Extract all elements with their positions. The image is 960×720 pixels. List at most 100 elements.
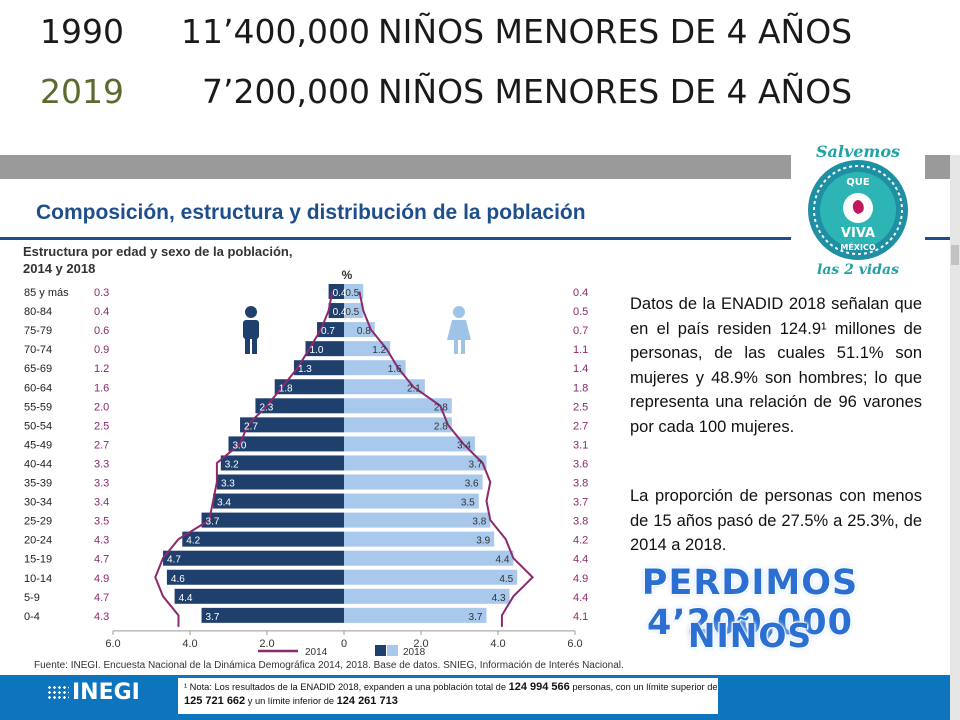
legend-swatch-dark xyxy=(375,645,386,656)
bar-men-2018 xyxy=(228,436,344,452)
value-women-2014: 3.7 xyxy=(573,497,588,509)
value-men-2014: 4.9 xyxy=(94,573,109,585)
woman-icon xyxy=(447,306,471,354)
value-label-men-2018: 0.7 xyxy=(321,326,335,337)
value-label-women-2018: 0.5 xyxy=(345,288,359,299)
value-women-2014: 4.9 xyxy=(573,573,588,585)
line-men-2014 xyxy=(154,291,334,627)
logo-emblem: QUE VIVA MÉXICO xyxy=(808,160,908,260)
inegi-logo: INEGI xyxy=(47,680,140,705)
legend-label-2014: 2014 xyxy=(305,647,328,658)
bar-men-2018 xyxy=(293,360,344,376)
value-label-women-2018: 0.8 xyxy=(357,326,371,337)
bar-men-2018 xyxy=(305,341,344,357)
title-divider xyxy=(0,237,950,240)
man-icon xyxy=(243,306,259,354)
value-label-men-2018: 1.0 xyxy=(310,345,324,356)
value-men-2014: 4.3 xyxy=(94,611,109,623)
logo-que: QUE xyxy=(846,177,870,188)
age-group-label: 70-74 xyxy=(24,344,52,356)
value-men-2014: 2.7 xyxy=(94,439,109,451)
age-group-label: 5-9 xyxy=(24,592,40,604)
bar-men-2018 xyxy=(163,550,344,566)
headline-line-1: PERDIMOS 4’200,000 xyxy=(641,563,859,643)
inegi-brand: INEGI xyxy=(72,680,140,705)
value-women-2014: 4.1 xyxy=(573,611,588,623)
bar-men-2018 xyxy=(255,398,344,414)
scrollbar-track[interactable] xyxy=(950,155,960,720)
note-mid: y un límite inferior de xyxy=(247,696,335,706)
value-men-2014: 4.7 xyxy=(94,592,109,604)
logo-bottom-text: las 2 vidas xyxy=(817,262,899,278)
bar-men-2018 xyxy=(166,569,344,585)
value-label-women-2018: 3.6 xyxy=(465,479,479,490)
value-label-men-2018: 3.3 xyxy=(221,479,235,490)
header-number: 7’200,000 xyxy=(202,72,370,111)
value-men-2014: 2.0 xyxy=(94,401,109,413)
age-group-label: 25-29 xyxy=(24,516,52,528)
x-tick-label: 2.0 xyxy=(413,638,428,650)
age-group-label: 65-69 xyxy=(24,363,52,375)
value-label-men-2018: 4.6 xyxy=(171,574,185,585)
legend-swatch-light xyxy=(387,645,398,656)
value-women-2014: 4.4 xyxy=(573,554,588,566)
bar-men-2018 xyxy=(274,379,344,395)
value-men-2014: 4.7 xyxy=(94,554,109,566)
value-men-2014: 3.3 xyxy=(94,478,109,490)
logo-mexico: MÉXICO xyxy=(840,241,875,252)
bar-men-2018 xyxy=(328,303,344,319)
bar-women-2018 xyxy=(344,360,406,376)
value-women-2014: 4.2 xyxy=(573,535,588,547)
value-label-women-2018: 3.9 xyxy=(476,536,490,547)
age-group-label: 30-34 xyxy=(24,497,52,509)
value-label-men-2018: 3.7 xyxy=(206,612,220,623)
value-women-2014: 3.6 xyxy=(573,458,588,470)
value-women-2014: 0.5 xyxy=(573,306,588,318)
value-label-men-2018: 2.7 xyxy=(244,421,258,432)
age-group-label: 85 y más xyxy=(24,287,69,299)
header-year: 1990 xyxy=(40,12,124,51)
source-note: Fuente: INEGI. Encuesta Nacional de la D… xyxy=(34,660,624,671)
value-label-men-2018: 4.7 xyxy=(167,555,181,566)
value-women-2014: 0.7 xyxy=(573,325,588,337)
value-women-2014: 2.7 xyxy=(573,420,588,432)
value-women-2014: 1.8 xyxy=(573,382,588,394)
note-line-1: ¹ Nota: Los resultados de la ENADID 2018… xyxy=(184,682,506,692)
bar-women-2018 xyxy=(344,436,475,452)
value-label-women-2018: 2.1 xyxy=(407,383,421,394)
value-label-men-2018: 2.3 xyxy=(259,402,273,413)
value-label-men-2018: 0.4 xyxy=(333,307,347,318)
header-text: NIÑOS MENORES DE 4 AÑOS xyxy=(378,12,853,51)
bar-women-2018 xyxy=(344,341,391,357)
value-label-women-2018: 4.4 xyxy=(495,555,509,566)
value-label-men-2018: 3.2 xyxy=(225,459,239,470)
enadid-paragraph: Datos de la ENADID 2018 señalan que en e… xyxy=(630,295,922,436)
bar-men-2018 xyxy=(201,607,344,623)
age-group-label: 60-64 xyxy=(24,382,52,394)
value-label-women-2018: 3.8 xyxy=(472,517,486,528)
value-women-2014: 0.4 xyxy=(573,287,588,299)
legend-label-2018: 2018 xyxy=(403,647,426,658)
inegi-dots-icon xyxy=(47,685,69,701)
value-label-women-2018: 1.6 xyxy=(388,364,402,375)
footnote-box: ¹ Nota: Los resultados de la ENADID 2018… xyxy=(178,678,718,714)
bar-women-2018 xyxy=(344,303,364,319)
inegi-footer: INEGI ¹ Nota: Los resultados de la ENADI… xyxy=(0,675,950,720)
value-label-women-2018: 0.5 xyxy=(345,307,359,318)
bar-women-2018 xyxy=(344,417,452,433)
bar-men-2018 xyxy=(182,531,344,547)
age-group-label: 45-49 xyxy=(24,439,52,451)
value-men-2014: 4.3 xyxy=(94,535,109,547)
value-label-men-2018: 4.4 xyxy=(179,593,193,604)
value-label-women-2018: 4.3 xyxy=(492,593,506,604)
value-men-2014: 0.9 xyxy=(94,344,109,356)
bar-men-2018 xyxy=(174,588,344,604)
bar-men-2018 xyxy=(213,493,344,509)
note-lower: 124 261 713 xyxy=(336,695,398,707)
value-label-women-2018: 3.7 xyxy=(469,459,483,470)
value-label-men-2018: 0.4 xyxy=(333,288,347,299)
bar-women-2018 xyxy=(344,493,479,509)
scrollbar-thumb[interactable] xyxy=(951,245,959,265)
percent-unit-label: % xyxy=(342,268,353,282)
value-women-2014: 4.4 xyxy=(573,592,588,604)
